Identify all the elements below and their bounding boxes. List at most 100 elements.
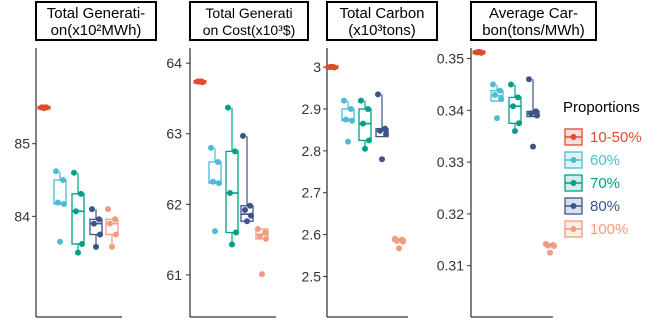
y-tick-label: 2.6 <box>302 227 322 243</box>
legend-label: 100% <box>590 221 628 238</box>
data-point <box>530 143 536 150</box>
data-point <box>379 156 385 163</box>
panel-title-frame <box>189 1 309 41</box>
panel-title-line: Average Car- <box>489 5 578 22</box>
data-point <box>216 180 222 187</box>
series-100% <box>392 235 406 252</box>
data-point <box>227 190 233 197</box>
data-point <box>197 78 203 85</box>
data-point <box>526 76 532 83</box>
data-point <box>329 63 335 70</box>
series-80% <box>240 132 254 225</box>
data-point <box>510 103 516 110</box>
series-70% <box>71 169 85 256</box>
data-point <box>348 105 354 112</box>
data-point <box>375 91 381 98</box>
legend-key-dot <box>570 157 577 163</box>
legend-item: 70% <box>564 174 620 192</box>
legend-key-dot <box>570 180 577 186</box>
data-point <box>109 243 115 250</box>
data-point <box>91 220 97 227</box>
data-point <box>71 169 77 176</box>
data-point <box>97 231 103 238</box>
legend-item: 10-50% <box>564 128 642 146</box>
data-point <box>60 177 66 184</box>
data-point <box>96 216 102 223</box>
data-point <box>365 105 371 112</box>
data-point <box>476 48 482 55</box>
legend-label: 70% <box>590 175 620 192</box>
series-80% <box>526 76 540 150</box>
data-point <box>394 237 400 244</box>
data-point <box>208 144 214 151</box>
panel-title-frame <box>470 1 597 41</box>
data-point <box>382 125 388 132</box>
data-point <box>107 220 113 227</box>
data-point <box>257 233 263 240</box>
legend-label: 10-50% <box>590 129 642 146</box>
legend-key-dot <box>570 226 577 232</box>
legend-key-dot <box>570 203 577 209</box>
panel-title: Total Carbon(x10³tons) <box>326 1 438 41</box>
data-point <box>229 241 235 248</box>
data-point <box>215 158 221 165</box>
data-point <box>53 168 59 175</box>
series-70% <box>225 104 239 248</box>
data-point <box>79 240 85 247</box>
series-70% <box>508 81 522 135</box>
data-point <box>255 226 261 233</box>
y-tick-label: 85 <box>14 136 30 152</box>
data-point <box>247 202 253 209</box>
y-tick-label: 61 <box>166 267 182 283</box>
panel-title-line: bon(tons/MWh) <box>482 22 585 39</box>
panel-title-line: (x10³tons) <box>348 22 416 39</box>
legend: Proportions 10-50% 60% 70% 80% 100% <box>563 99 642 238</box>
series-100% <box>543 240 557 256</box>
legend-label: 80% <box>590 198 620 215</box>
series-60% <box>341 97 355 145</box>
y-tick-label: 2.5 <box>302 268 322 284</box>
data-point <box>78 190 84 197</box>
panel-3: Total Carbon(x10³tons) 2.5 2.6 2.7 2.8 2.9 3 <box>302 1 438 318</box>
y-tick-label: 63 <box>166 126 182 142</box>
series-80% <box>89 206 103 250</box>
data-point <box>345 138 351 145</box>
legend-item: 80% <box>564 197 620 215</box>
series-60% <box>490 81 504 122</box>
data-point <box>105 206 111 213</box>
panel-title-frame <box>35 1 157 41</box>
data-point <box>248 212 254 219</box>
data-point <box>366 137 372 144</box>
data-point <box>362 145 368 152</box>
series-60% <box>53 168 67 245</box>
data-point <box>41 105 47 112</box>
box <box>71 193 85 245</box>
data-point <box>242 206 248 213</box>
y-tick-label: 64 <box>166 55 182 71</box>
data-point <box>55 199 61 206</box>
data-point <box>262 229 268 236</box>
panel-title-line: Total Generati- <box>47 5 145 22</box>
legend-item: 100% <box>564 220 628 238</box>
data-point <box>547 249 553 256</box>
data-point <box>259 271 265 278</box>
data-point <box>512 128 518 135</box>
data-point <box>89 206 95 213</box>
y-tick-label: 2.9 <box>302 101 322 117</box>
data-point <box>516 120 522 127</box>
series-70% <box>358 97 372 152</box>
panel-title: Average Car-bon(tons/MWh) <box>470 1 597 41</box>
data-point <box>534 112 540 119</box>
data-point <box>551 243 557 250</box>
y-tick-label: 2.8 <box>302 143 322 159</box>
data-point <box>360 120 366 127</box>
legend-label: 60% <box>590 152 620 169</box>
panel-1: Total Generati-on(x10²MWh) 84 85 <box>14 1 157 318</box>
data-point <box>494 115 500 122</box>
data-point <box>528 110 534 117</box>
y-tick-label: 0.35 <box>437 51 464 67</box>
